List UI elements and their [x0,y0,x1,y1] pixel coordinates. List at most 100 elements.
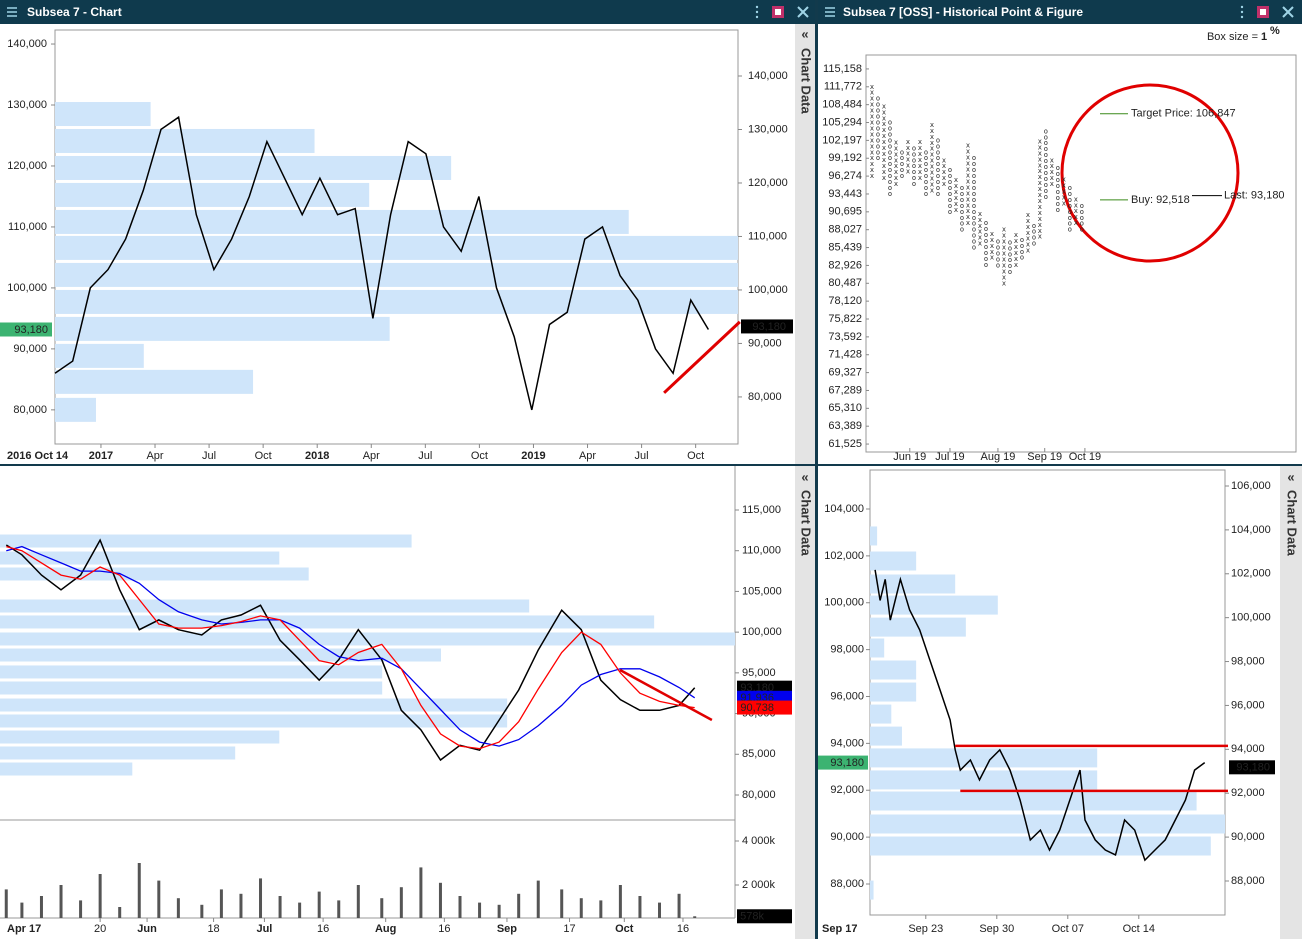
pnf-glyph: o [996,261,1000,269]
price-tag-label: 93,180 [1236,762,1270,774]
pnf-glyph: o [984,243,988,251]
pnf-glyph: o [888,166,892,174]
volume-profile-bar [55,235,738,260]
pnf-glyph: x [1038,179,1042,187]
y-tick-label: 88,000 [1231,875,1265,887]
pnf-glyph: o [888,136,892,144]
x-tick-label: 16 [677,923,689,935]
y-tick-label: 65,310 [828,402,862,414]
pnf-glyph: x [942,156,946,164]
pnf-glyph: x [1038,173,1042,181]
link-icon[interactable] [1257,6,1269,18]
pnf-glyph: x [1038,215,1042,223]
pnf-glyph: x [882,108,886,116]
volume-bar [59,885,63,918]
more-icon[interactable] [755,5,759,19]
pnf-glyph: o [900,148,904,156]
box-size-value: 1 [1261,31,1267,43]
pnf-glyph: x [930,127,934,135]
y-tick-label: 106,000 [1231,480,1271,492]
pnf-glyph: x [954,200,958,208]
pnf-glyph: x [1050,174,1054,182]
more-icon[interactable] [1240,5,1244,19]
pnf-glyph: x [1038,191,1042,199]
pnf-glyph: o [948,190,952,198]
volume-bar [4,889,8,918]
pnf-glyph: x [930,186,934,194]
volume-profile-bar [870,748,1098,768]
pnf-glyph: o [960,226,964,234]
side-tab[interactable] [1280,466,1302,939]
pnf-glyph: x [1038,221,1042,229]
pnf-glyph: o [960,190,964,198]
close-icon[interactable] [1282,6,1294,18]
y-tick-label: 110,000 [742,545,781,557]
volume-profile-bar [870,638,885,658]
pnf-glyph: x [1050,162,1054,170]
pnf-glyph: o [876,142,880,150]
tab-label[interactable]: Chart Data [799,48,814,115]
side-tab[interactable] [795,466,815,939]
side-tab[interactable] [795,24,815,464]
pnf-glyph: o [948,208,952,216]
pnf-glyph: o [936,166,940,174]
pnf-glyph: x [882,150,886,158]
volume-bar [317,891,321,918]
pnf-glyph: o [888,190,892,198]
pnf-glyph: o [1044,175,1048,183]
y-tick-label: 4 000k [742,835,776,847]
pnf-glyph: o [972,154,976,162]
pnf-glyph: x [1038,203,1042,211]
pnf-glyph: x [966,142,970,150]
pnf-glyph: x [966,160,970,168]
menu-icon[interactable] [825,7,835,17]
tab-icon[interactable]: « [801,26,808,41]
menu-icon[interactable] [7,7,17,17]
pnf-glyph: x [882,102,886,110]
pnf-glyph: x [1002,261,1006,269]
tab-label[interactable]: Chart Data [1285,490,1300,557]
pnf-glyph: x [990,254,994,262]
pnf-glyph: x [882,144,886,152]
y-tick-label: 105,294 [822,116,862,128]
volume-bar [200,904,204,918]
volume-profile-bar [0,714,508,728]
pnf-glyph: o [1008,268,1012,276]
volume-bar [239,893,243,918]
volume-profile-bar [0,599,530,613]
tab-icon[interactable]: « [801,469,808,484]
volume-profile-bar [870,791,1197,811]
pnf-glyph: o [1080,208,1084,216]
y-tick-label: 100,000 [748,284,788,296]
tab-label[interactable]: Chart Data [799,490,814,557]
pnf-glyph: x [942,174,946,182]
pnf-glyph: o [972,184,976,192]
y-tick-label: 78,120 [828,295,862,307]
pnf-glyph: x [1026,241,1030,249]
pnf-glyph: o [888,172,892,180]
pnf-glyph: x [978,210,982,218]
tab-icon[interactable]: « [1287,469,1294,484]
y-tick-label: 120,000 [7,160,47,172]
pnf-glyph: x [1014,261,1018,269]
pnf-glyph: o [1056,182,1060,190]
link-icon[interactable] [772,6,784,18]
pnf-glyph: x [978,240,982,248]
y-tick-label: 80,000 [742,789,776,801]
pnf-glyph: x [1062,187,1066,195]
close-icon[interactable] [797,6,809,18]
pnf-glyph: o [924,166,928,174]
y-tick-label: 98,000 [1231,655,1265,667]
x-tick-label: Oct 07 [1052,923,1084,935]
pnf-glyph: o [1056,206,1060,214]
pnf-glyph: x [894,168,898,176]
x-start-label: Apr 17 [7,923,41,935]
pnf-glyph: o [900,172,904,180]
pnf-glyph: x [966,171,970,179]
x-tick-label: Jul [256,923,272,935]
